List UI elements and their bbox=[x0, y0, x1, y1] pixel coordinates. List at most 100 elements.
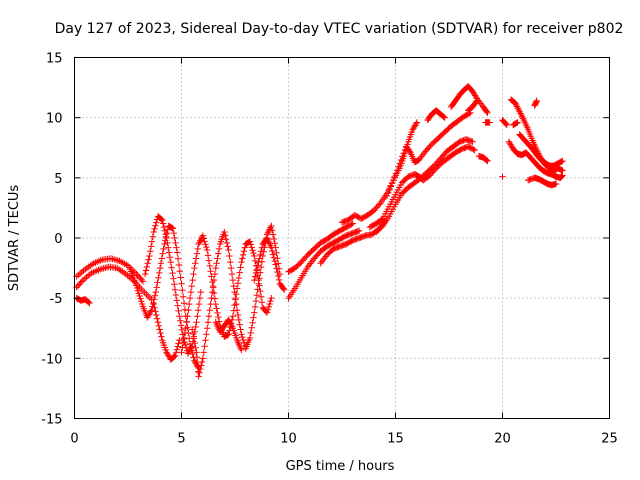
data-point bbox=[559, 167, 566, 174]
data-point bbox=[215, 313, 222, 321]
data-point bbox=[214, 255, 221, 262]
data-point bbox=[253, 292, 261, 299]
data-point bbox=[221, 228, 228, 236]
data-point bbox=[184, 313, 191, 320]
x-tick-label: 10 bbox=[280, 432, 297, 447]
data-point bbox=[146, 252, 153, 260]
data-point bbox=[237, 326, 244, 333]
data-point bbox=[199, 232, 207, 239]
data-point bbox=[250, 314, 257, 321]
data-point bbox=[394, 166, 401, 174]
data-point bbox=[151, 304, 158, 311]
data-point bbox=[181, 329, 189, 337]
data-point bbox=[383, 192, 391, 200]
data-point bbox=[156, 269, 163, 277]
data-point bbox=[246, 238, 254, 245]
data-point bbox=[159, 216, 166, 224]
data-point bbox=[139, 278, 147, 285]
data-point bbox=[559, 157, 566, 165]
data-point bbox=[412, 120, 420, 128]
data-point bbox=[204, 319, 212, 326]
data-point bbox=[174, 249, 181, 256]
data-point bbox=[182, 325, 189, 332]
data-point bbox=[269, 231, 277, 238]
data-point bbox=[249, 319, 256, 326]
data-point bbox=[180, 300, 188, 307]
data-point bbox=[194, 245, 201, 253]
data-point bbox=[268, 222, 275, 230]
x-tick-label: 0 bbox=[70, 432, 78, 447]
data-point bbox=[273, 265, 280, 272]
data-point bbox=[135, 290, 142, 297]
data-point bbox=[239, 255, 246, 262]
data-point bbox=[176, 337, 183, 344]
data-point bbox=[174, 302, 181, 309]
data-point bbox=[156, 326, 163, 333]
data-point bbox=[137, 295, 144, 302]
data-point bbox=[255, 280, 262, 287]
data-point bbox=[387, 183, 394, 190]
chart-title: Day 127 of 2023, Sidereal Day-to-day VTE… bbox=[55, 21, 624, 37]
data-point bbox=[189, 326, 196, 333]
data-point bbox=[246, 334, 254, 342]
data-point bbox=[191, 264, 198, 272]
y-tick-label: 5 bbox=[54, 172, 62, 187]
data-point bbox=[180, 334, 188, 342]
data-point bbox=[160, 245, 167, 253]
data-point bbox=[233, 307, 241, 314]
data-point bbox=[232, 294, 239, 302]
data-point bbox=[503, 121, 510, 129]
data-point bbox=[162, 231, 169, 238]
data-point bbox=[192, 323, 199, 331]
data-point bbox=[163, 234, 170, 242]
data-point bbox=[171, 286, 179, 293]
data-point bbox=[266, 300, 273, 308]
data-point bbox=[484, 109, 491, 117]
data-point bbox=[179, 287, 186, 294]
data-point bbox=[270, 254, 278, 261]
data-point bbox=[153, 311, 160, 319]
data-point bbox=[207, 268, 214, 275]
data-point bbox=[197, 362, 205, 369]
data-point bbox=[473, 97, 481, 105]
data-point bbox=[202, 241, 209, 248]
data-point bbox=[206, 307, 213, 314]
data-point bbox=[85, 299, 92, 306]
data-point bbox=[159, 220, 167, 227]
data-point bbox=[151, 225, 158, 233]
data-point bbox=[233, 300, 240, 308]
data-point bbox=[141, 289, 148, 296]
data-point bbox=[201, 343, 208, 350]
data-point bbox=[388, 180, 396, 187]
data-point bbox=[254, 286, 261, 293]
data-point bbox=[248, 244, 255, 251]
data-point bbox=[205, 313, 213, 320]
y-tick-label: -15 bbox=[41, 413, 62, 428]
data-point bbox=[229, 313, 237, 320]
data-point bbox=[152, 288, 160, 296]
data-point bbox=[264, 306, 272, 313]
data-point bbox=[151, 292, 159, 299]
data-point bbox=[189, 276, 196, 284]
data-point bbox=[172, 349, 180, 356]
data-point bbox=[235, 316, 243, 324]
data-point bbox=[194, 313, 201, 320]
data-point bbox=[257, 248, 265, 255]
data-point bbox=[233, 285, 241, 292]
data-point bbox=[221, 232, 229, 239]
y-axis-label: SDTVAR / TECUs bbox=[7, 185, 22, 292]
data-point bbox=[173, 346, 180, 353]
data-point bbox=[204, 252, 212, 259]
data-point bbox=[251, 276, 258, 284]
data-point bbox=[208, 294, 215, 302]
data-point bbox=[400, 150, 407, 157]
data-point bbox=[175, 307, 182, 315]
data-point bbox=[160, 223, 168, 231]
data-point bbox=[267, 297, 274, 305]
data-point bbox=[271, 257, 279, 265]
data-point bbox=[142, 267, 150, 274]
data-point bbox=[385, 189, 392, 196]
data-point bbox=[223, 239, 231, 247]
data-point bbox=[212, 264, 219, 272]
data-point bbox=[206, 262, 213, 270]
